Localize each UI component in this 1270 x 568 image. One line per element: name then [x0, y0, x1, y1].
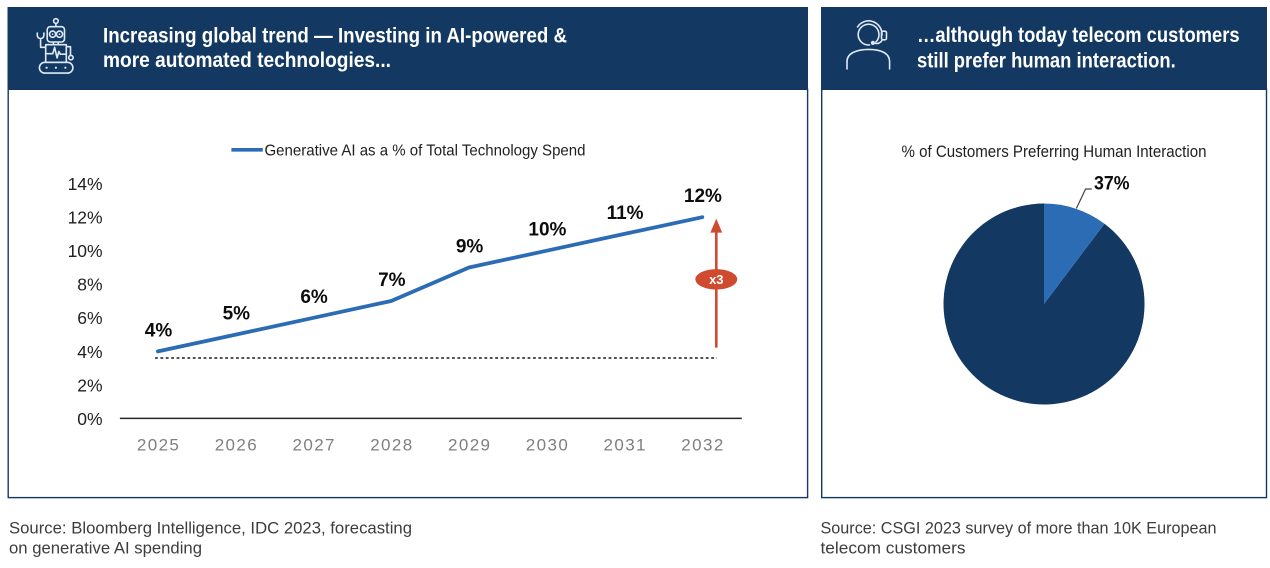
- svg-text:x3: x3: [709, 272, 723, 287]
- svg-text:12%: 12%: [68, 208, 103, 228]
- svg-text:8%: 8%: [77, 275, 102, 295]
- svg-text:4%: 4%: [145, 320, 173, 341]
- svg-text:37%: 37%: [1094, 174, 1130, 195]
- svg-text:7%: 7%: [378, 270, 406, 291]
- svg-text:11%: 11%: [607, 203, 644, 224]
- svg-text:4%: 4%: [77, 342, 102, 362]
- svg-text:Increasing global trend — Inve: Increasing global trend — Investing in A…: [103, 25, 567, 48]
- svg-text:9%: 9%: [456, 237, 484, 258]
- svg-text:2031: 2031: [604, 436, 646, 455]
- svg-text:…although today telecom custom: …although today telecom customers: [917, 24, 1240, 47]
- svg-text:2026: 2026: [215, 436, 257, 455]
- svg-text:6%: 6%: [77, 308, 102, 328]
- svg-text:2029: 2029: [448, 436, 490, 455]
- svg-text:6%: 6%: [300, 287, 328, 308]
- svg-text:more automated technologies...: more automated technologies...: [103, 49, 391, 72]
- svg-text:2032: 2032: [681, 436, 723, 455]
- svg-text:10%: 10%: [528, 220, 566, 241]
- svg-text:2027: 2027: [293, 436, 335, 455]
- svg-text:12%: 12%: [684, 186, 722, 207]
- svg-text:14%: 14%: [68, 174, 103, 194]
- svg-text:5%: 5%: [223, 304, 251, 325]
- svg-text:Generative AI as a % of Total: Generative AI as a % of Total Technology…: [265, 143, 586, 160]
- svg-text:2028: 2028: [370, 436, 412, 455]
- svg-text:% of Customers Preferring Huma: % of Customers Preferring Human Interact…: [902, 143, 1207, 161]
- svg-text:still prefer human interaction: still prefer human interaction.: [917, 50, 1176, 73]
- svg-text:on generative AI spending: on generative AI spending: [9, 540, 202, 558]
- svg-text:telecom customers: telecom customers: [821, 540, 966, 558]
- svg-text:10%: 10%: [68, 241, 103, 261]
- svg-text:0%: 0%: [77, 409, 102, 429]
- svg-text:2025: 2025: [137, 436, 179, 455]
- svg-text:Source: Bloomberg Intelligence: Source: Bloomberg Intelligence, IDC 2023…: [9, 519, 412, 537]
- svg-text:2030: 2030: [526, 436, 568, 455]
- svg-text:2%: 2%: [77, 375, 102, 395]
- svg-text:Source: CSGI 2023 survey of mo: Source: CSGI 2023 survey of more than 10…: [821, 519, 1217, 537]
